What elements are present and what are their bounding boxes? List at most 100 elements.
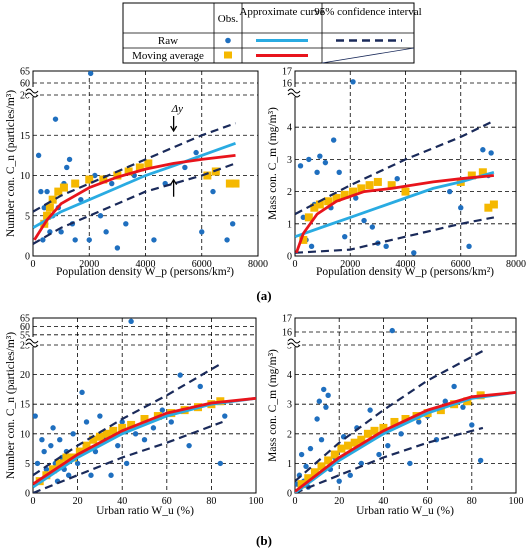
ma-point: [467, 171, 476, 180]
ma-point: [310, 203, 319, 212]
raw-point: [141, 437, 148, 443]
y-tick-label: 3: [287, 155, 292, 166]
y-tick-label-upper: 55: [20, 330, 30, 341]
raw-point: [383, 243, 389, 250]
raw-point: [323, 404, 329, 410]
x-tick-label: 60: [162, 496, 172, 507]
legend-raw-marker: [225, 37, 231, 44]
dy-label: Δy: [171, 103, 183, 115]
raw-point: [151, 237, 157, 243]
raw-point: [350, 79, 356, 85]
ci-upper-line: [295, 119, 495, 216]
ma-point: [127, 420, 136, 429]
raw-point: [177, 372, 183, 378]
legend-row-raw: Raw: [158, 35, 178, 47]
y-tick-label-upper: 60: [20, 322, 30, 333]
ma-point: [102, 429, 111, 438]
ma-point: [350, 438, 359, 447]
plot-frame: [32, 317, 257, 494]
ma-point: [55, 459, 64, 468]
ma-point: [124, 167, 133, 176]
raw-point: [65, 472, 72, 478]
raw-point: [322, 159, 329, 166]
raw-point: [123, 221, 129, 227]
raw-point: [298, 451, 305, 458]
ma-point: [324, 456, 333, 465]
ma-point: [45, 203, 54, 212]
raw-point: [64, 164, 70, 171]
ci-lower-line: [33, 162, 236, 245]
ma-point: [297, 480, 306, 489]
ci-lower-line: [295, 426, 484, 493]
ma-curve-line: [295, 174, 495, 254]
ma-point: [75, 447, 84, 456]
raw-point: [229, 221, 236, 227]
plot-area: [295, 327, 516, 493]
legend-col-curve: Approximate curve: [239, 6, 324, 18]
raw-point: [342, 233, 348, 240]
raw-point: [358, 460, 364, 467]
y-axis-label: Number con. C_n (particles/m³): [5, 332, 17, 479]
raw-point: [41, 205, 47, 211]
x-tick-label: 6000: [451, 259, 471, 270]
raw-point: [58, 229, 64, 235]
ma-point: [315, 200, 324, 209]
ma-point: [484, 203, 493, 212]
ma-point: [109, 426, 118, 435]
y-axis-label: Number con. C_n (particles/m³): [5, 90, 17, 237]
y-tick-label: 2: [287, 187, 292, 198]
raw-point: [353, 195, 359, 201]
x-tick-label: 100: [509, 496, 524, 507]
raw-point: [222, 413, 228, 419]
raw-point: [389, 327, 395, 334]
raw-point: [318, 437, 325, 443]
x-axis-label: Urban ratio W_u (%): [356, 505, 454, 517]
raw-point: [307, 445, 314, 452]
ma-point: [317, 462, 326, 471]
raw-point: [480, 147, 486, 153]
raw-point: [458, 205, 464, 211]
ma-point: [135, 163, 144, 172]
ma-point: [89, 435, 98, 444]
raw-point: [40, 237, 46, 243]
x-axis-label: Urban ratio W_u (%): [96, 505, 194, 517]
y-tick-label: 10: [20, 429, 30, 440]
x-tick-label: 40: [378, 496, 388, 507]
raw-point: [385, 442, 391, 449]
y-tick-label: 0: [287, 252, 292, 263]
y-tick-label-upper: 60: [20, 79, 30, 90]
ma-point: [99, 175, 108, 184]
ci-upper-line: [33, 361, 224, 477]
raw-point: [47, 229, 53, 235]
x-tick-label: 60: [423, 496, 433, 507]
x-tick-label: 0: [31, 496, 36, 507]
plot-area: [33, 71, 240, 251]
ma-point: [363, 429, 372, 438]
raw-point: [411, 250, 417, 256]
raw-point: [50, 425, 56, 431]
raw-point: [367, 407, 373, 413]
axis-break-icon: [287, 338, 301, 348]
legend: Obs. Approximate curve 95% confidence in…: [122, 2, 422, 64]
raw-point: [97, 413, 103, 419]
approx-curve-line: [295, 170, 495, 239]
dy-arrowhead-bottom: [170, 178, 178, 186]
raw-point: [488, 150, 494, 156]
raw-point: [123, 460, 130, 467]
raw-point: [199, 229, 205, 235]
raw-point: [57, 437, 63, 443]
ma-curve-line: [33, 396, 256, 486]
x-tick-label: 100: [249, 496, 264, 507]
y-tick-label: 5: [25, 459, 30, 470]
raw-point: [336, 169, 342, 175]
raw-point: [303, 463, 309, 470]
ma-point: [344, 441, 353, 450]
y-tick-label: 20: [20, 91, 30, 102]
raw-point: [336, 478, 342, 484]
x-axis-label: Population density W_p (persons/km²): [316, 266, 494, 278]
axis-break-mask: [26, 337, 36, 347]
panel-label-a: (a): [256, 288, 271, 303]
ma-point: [59, 183, 68, 192]
raw-point: [132, 431, 139, 437]
